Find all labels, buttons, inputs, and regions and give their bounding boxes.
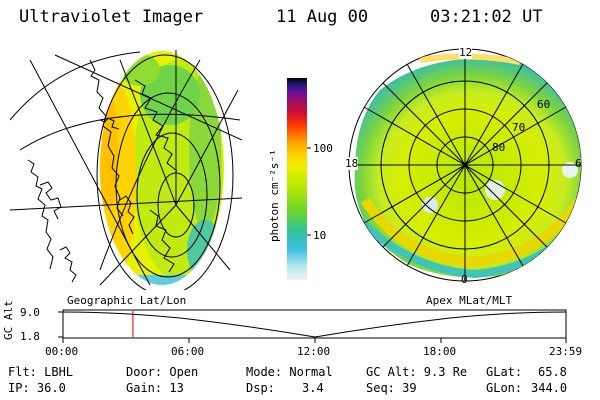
mlt-label-18: 18 [345,157,359,170]
time-label: 03:21:02 UT [430,7,543,27]
info-glon-label: GLon: [486,381,523,395]
info-glon-value: 344.0 [531,381,568,395]
timeline-xtick-0600: 06:00 [171,345,205,358]
timeline-xtick-0000: 00:00 [45,345,79,358]
instrument-title: Ultraviolet Imager [19,7,204,27]
timeline-ylabel: GC Alt [2,300,15,340]
info-dsp-value: 3.4 [302,381,324,395]
timeline-ytick-high: 9.0 [20,306,40,319]
timeline-ytick-low: 1.8 [20,330,40,343]
colorbar [287,78,307,280]
altitude-curve [62,311,567,338]
mlat-label-60: 60 [537,98,551,111]
info-gain: Gain: 13 [126,381,184,395]
geographic-map [10,50,242,290]
timeline-xtick-2359: 23:59 [549,345,583,358]
date-label: 11 Aug 00 [276,7,369,27]
geographic-map-label: Geographic Lat/Lon [67,294,187,307]
colorbar-label-10: 10 [313,229,327,242]
info-door: Door: Open [126,365,199,379]
mlt-label-6: 6 [575,157,582,170]
timeline-xtick-1800: 18:00 [423,345,457,358]
info-seq: Seq: 39 [366,381,417,395]
info-filter: Flt: LBHL [8,365,74,379]
colorbar-label-100: 100 [313,142,333,155]
info-gc-alt: GC Alt: 9.3 Re [366,365,468,379]
info-dsp-label: Dsp: [246,381,275,395]
apex-map [348,48,582,282]
colorbar-unit-label: photon cm⁻²s⁻¹ [268,149,281,242]
timeline-xtick-1200: 12:00 [297,345,331,358]
mlat-label-80: 80 [492,141,506,154]
mlat-label-70: 70 [512,121,526,134]
info-ip: IP: 36.0 [8,381,66,395]
altitude-timeline [58,309,567,343]
apex-map-label: Apex MLat/MLT [426,294,513,307]
mlt-label-0: 0 [461,273,468,286]
info-glat-label: GLat: [486,365,523,379]
mlt-label-12: 12 [459,46,473,59]
info-mode: Mode: Normal [246,365,333,379]
info-glat-value: 65.8 [538,365,567,379]
